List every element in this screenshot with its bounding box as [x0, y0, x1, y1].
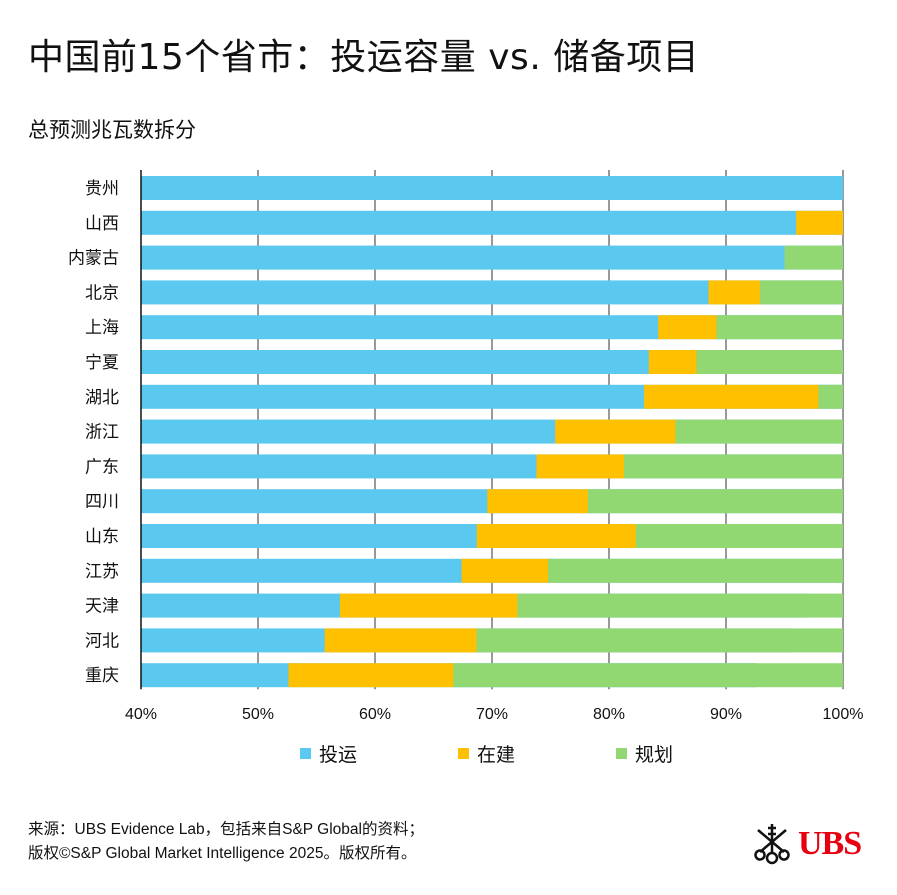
- copyright-line: 版权©S&P Global Market Intelligence 2025。版…: [28, 845, 417, 862]
- x-tick-label: 100%: [823, 706, 864, 723]
- category-label: 浙江: [85, 423, 119, 443]
- bar-segment-construction: [708, 280, 760, 305]
- x-tick-label: 90%: [710, 706, 742, 723]
- ubs-logo-text: UBS: [798, 825, 862, 862]
- legend-swatch: [616, 748, 627, 759]
- legend-item-planned: 规划: [616, 740, 774, 767]
- x-tick-label: 70%: [476, 706, 508, 723]
- bar-segment-construction: [476, 524, 636, 548]
- x-tick-label: 80%: [593, 706, 625, 723]
- category-label: 山西: [85, 214, 119, 234]
- category-label: 江苏: [85, 562, 119, 582]
- bar-segment-construction: [658, 315, 717, 340]
- bar-segment-construction: [644, 384, 819, 409]
- bar-segment-planned: [818, 384, 843, 409]
- category-label: 内蒙古: [68, 249, 119, 269]
- bar-segment-construction: [461, 558, 549, 583]
- ubs-logo: UBS: [752, 822, 862, 866]
- bar-segment-planned: [548, 558, 843, 583]
- legend-label: 规划: [635, 744, 674, 766]
- bar-segment-construction: [796, 210, 843, 235]
- bar-segment-operational: [141, 176, 843, 200]
- category-label: 河北: [85, 631, 119, 651]
- bar-segment-planned: [784, 245, 843, 270]
- source-note: 来源：UBS Evidence Lab，包括来自S&P Global的资料； 版…: [28, 818, 424, 866]
- bar-segment-planned: [624, 454, 843, 479]
- category-label: 四川: [85, 492, 119, 512]
- legend-swatch: [458, 748, 469, 759]
- category-label: 湖北: [85, 388, 119, 408]
- bar-segment-construction: [339, 593, 518, 618]
- chart-subtitle: 总预测兆瓦数拆分: [28, 118, 196, 142]
- bar-segment-planned: [675, 419, 843, 444]
- x-tick-label: 50%: [242, 706, 274, 723]
- bar-segment-planned: [759, 280, 843, 305]
- category-label: 宁夏: [85, 353, 119, 373]
- bar-segment-construction: [324, 628, 477, 653]
- legend: 投运 在建 规划: [300, 740, 774, 767]
- category-label: 上海: [85, 318, 119, 338]
- stacked-bar-chart: 40% 50% 60% 70% 80% 90% 100% 贵州山西内蒙古北京上海宁夏湖北浙江广…: [68, 170, 864, 723]
- x-tick-label: 60%: [359, 706, 391, 723]
- bar-segment-construction: [555, 419, 676, 444]
- bar-segment-construction: [487, 489, 588, 514]
- legend-swatch: [300, 748, 311, 759]
- bar-segment-operational: [141, 245, 843, 270]
- bar-segment-planned: [476, 628, 843, 653]
- x-tick-label: 40%: [125, 706, 157, 723]
- category-label: 重庆: [85, 666, 119, 686]
- bar-segment-planned: [696, 350, 843, 374]
- bar-segment-construction: [536, 454, 625, 479]
- keys-icon: [754, 824, 790, 865]
- legend-item-operational: 投运: [300, 740, 458, 767]
- category-label: 天津: [85, 597, 119, 617]
- bar-segment-construction: [288, 663, 454, 688]
- category-label: 北京: [85, 283, 119, 303]
- bar-segment-planned: [453, 663, 843, 688]
- bar-segment-planned: [716, 315, 843, 340]
- source-line: 来源：UBS Evidence Lab，包括来自S&P Global的资料；: [28, 821, 424, 838]
- legend-label: 在建: [477, 744, 516, 766]
- legend-label: 投运: [319, 744, 358, 766]
- legend-item-construction: 在建: [458, 740, 616, 767]
- bar-segment-operational: [141, 210, 843, 235]
- bar-segment-construction: [648, 350, 697, 374]
- bar-segment-planned: [517, 593, 843, 618]
- bar-segment-planned: [587, 489, 843, 514]
- bar-segment-planned: [635, 524, 843, 548]
- category-label: 广东: [85, 457, 119, 477]
- category-label: 贵州: [85, 179, 119, 199]
- chart-title: 中国前15个省市：投运容量 vs. 储备项目: [28, 37, 700, 78]
- category-label: 山东: [85, 527, 119, 547]
